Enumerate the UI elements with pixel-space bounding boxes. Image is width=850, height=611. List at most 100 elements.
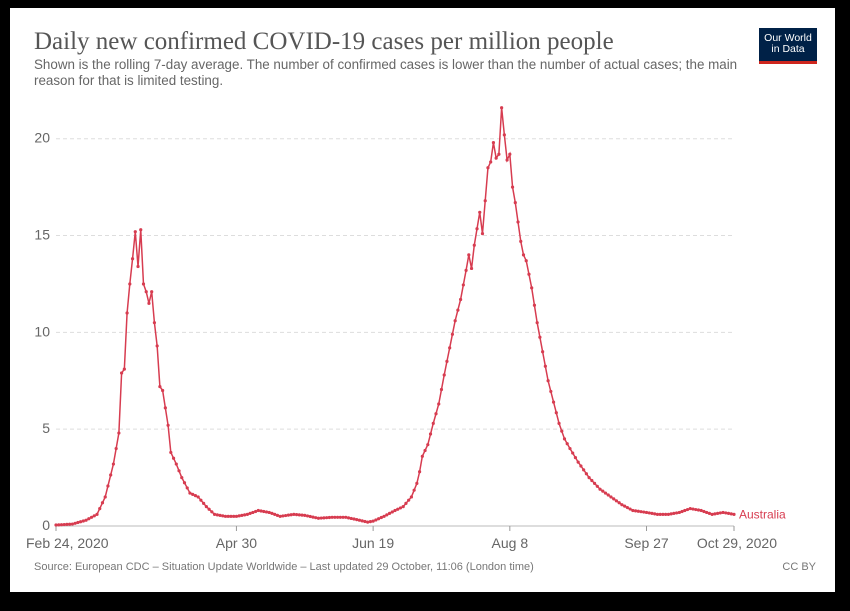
x-tick-label: Jun 19 [352,535,394,551]
data-point [418,470,422,474]
data-point [658,512,662,516]
data-point [609,495,613,499]
data-point [385,513,389,517]
line-chart: 0 5 10 15 20 Feb 24, 2020 Apr 30 Jun 19 Aug 8 Se… [26,106,786,551]
data-point [579,464,583,468]
data-point [612,497,616,501]
source-note[interactable]: Source: European CDC – Situation Update … [34,561,534,573]
data-point [541,350,545,354]
data-point [267,510,271,515]
data-point [702,509,706,514]
data-point [70,522,74,526]
data-point [204,505,208,509]
data-point [543,364,547,368]
data-point [527,272,531,276]
data-point [409,495,413,499]
data-point [117,431,121,435]
data-point [434,412,438,416]
data-point [390,510,394,514]
owid-logo[interactable]: Our World in Data [759,28,817,64]
x-tick-label: Aug 8 [492,535,529,551]
data-point [592,481,597,485]
data-point [68,522,72,526]
data-point [300,513,304,517]
data-point [639,510,643,514]
data-point [316,516,321,520]
data-point [141,282,146,286]
x-tick-label: Oct 29, 2020 [697,535,777,551]
data-point [57,523,61,527]
data-point [234,514,239,518]
data-point [655,512,660,516]
data-point [139,228,143,232]
data-point [92,514,96,518]
data-point [163,406,167,410]
y-tick-label: 10 [34,323,50,339]
data-point [573,455,578,460]
data-point [459,297,463,302]
data-point [54,523,58,527]
data-point [237,514,241,518]
data-point [177,469,181,473]
data-point [453,319,457,323]
data-point [694,507,698,512]
data-point [672,511,676,516]
data-point [382,514,386,518]
data-point [294,513,299,517]
series-label-australia[interactable]: Australia [739,507,786,521]
data-point [158,384,162,389]
data-point [688,506,692,511]
data-point [349,516,353,521]
data-point [89,515,94,519]
data-point [595,484,599,488]
data-point [196,495,200,499]
data-point [95,512,99,516]
data-point [212,512,217,516]
data-point [133,230,137,234]
data-point [374,518,378,522]
data-point [166,423,170,427]
data-point [65,522,69,526]
data-point [84,518,88,522]
data-point [554,411,558,415]
data-point [87,517,91,521]
license-link[interactable]: CC BY [782,561,816,573]
data-point [352,517,356,521]
data-point [161,388,165,393]
data-point [344,515,348,519]
data-point [327,515,331,520]
chart-title: Daily new confirmed COVID-19 cases per m… [34,28,614,55]
data-point [685,507,690,512]
series-line-australia[interactable] [55,107,735,526]
data-point [136,264,140,269]
data-point [450,332,455,336]
data-point [431,421,435,425]
data-point [521,253,526,257]
data-point [483,199,487,203]
data-point [614,499,619,503]
data-point [357,518,362,522]
data-point [475,227,479,231]
data-point [363,519,367,524]
data-point [407,498,411,502]
data-point [532,303,537,307]
data-point [232,514,236,518]
x-tick-label: Feb 24, 2020 [26,535,109,551]
data-point [325,516,329,520]
x-tick-label: Sep 27 [624,535,669,551]
data-point [661,512,665,516]
data-point [472,243,476,247]
data-point [494,156,498,160]
data-point [333,515,337,519]
data-point [128,282,132,286]
data-point [73,521,77,525]
data-point [243,513,247,517]
data-point [699,508,703,513]
data-point [387,511,392,516]
data-point [683,508,687,513]
data-point [732,512,736,516]
data-point [103,495,107,499]
data-point [221,514,225,518]
data-point [480,232,485,236]
data-point [346,516,351,520]
